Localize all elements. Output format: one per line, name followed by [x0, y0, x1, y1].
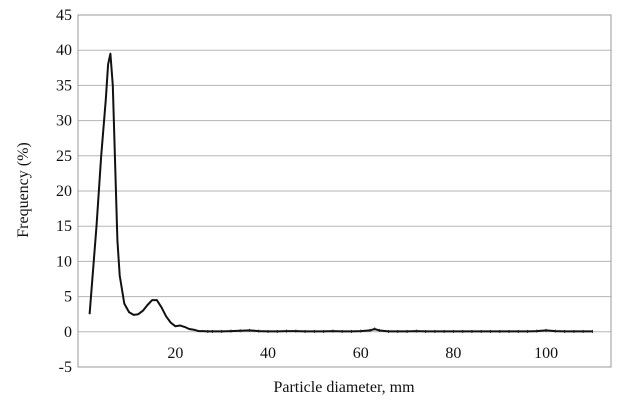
- y-tick-label-3: 10: [56, 253, 72, 270]
- series-line-0: [88, 52, 593, 333]
- y-tick-label-0: -5: [59, 359, 72, 376]
- y-tick-label-8: 35: [56, 77, 72, 94]
- y-tick-labels: -5 0 5 10 15 20 25 30 35 40 45: [56, 7, 72, 376]
- y-axis-title: Frequency (%): [15, 142, 32, 238]
- x-tick-label-3: 80: [445, 345, 461, 362]
- x-tick-label-2: 60: [353, 345, 369, 362]
- plot-frame: [77, 14, 612, 368]
- x-tick-label-1: 40: [260, 345, 276, 362]
- series-layer: [88, 52, 593, 333]
- x-tick-labels: 20 40 60 80 100: [167, 345, 558, 362]
- y-tick-label-9: 40: [56, 42, 72, 59]
- y-tick-label-2: 5: [64, 289, 72, 306]
- x-tick-label-4: 100: [534, 345, 558, 362]
- grid-lines: [78, 49, 611, 333]
- y-tick-label-1: 0: [64, 324, 72, 341]
- y-tick-label-4: 15: [56, 218, 72, 235]
- y-tick-label-6: 25: [56, 148, 72, 165]
- y-tick-label-10: 45: [56, 7, 72, 24]
- y-tick-label-5: 20: [56, 183, 72, 200]
- x-axis-title: Particle diameter, mm: [273, 379, 415, 396]
- y-tick-label-7: 30: [56, 113, 72, 130]
- x-tick-label-0: 20: [167, 345, 183, 362]
